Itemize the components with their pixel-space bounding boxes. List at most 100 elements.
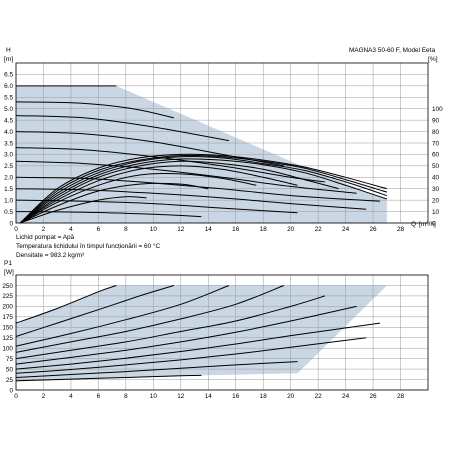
y2-tick-label: 0 bbox=[432, 220, 436, 227]
operating-area bbox=[16, 285, 387, 382]
y-tick-label: 1.5 bbox=[4, 186, 13, 193]
head-curve-9 bbox=[15, 199, 298, 214]
y-tick-label: 3.0 bbox=[4, 152, 13, 159]
power-curve-8 bbox=[15, 337, 367, 374]
efficiency-curve-3 bbox=[19, 155, 387, 224]
y2-axis-unit: [%] bbox=[428, 56, 438, 63]
efficiency-curve-7 bbox=[19, 172, 257, 224]
x-tick-label: 20 bbox=[287, 393, 295, 400]
y2-tick-label: 50 bbox=[432, 163, 440, 170]
power-curve-1 bbox=[15, 285, 117, 324]
y-tick-label: 250 bbox=[2, 283, 13, 290]
x-tick-label: 22 bbox=[315, 393, 323, 400]
x-tick-label: 6 bbox=[97, 393, 101, 400]
y2-tick-label: 80 bbox=[432, 129, 440, 136]
y2-tick-label: 40 bbox=[432, 175, 440, 182]
y2-axis-label: eta bbox=[426, 47, 435, 54]
x-tick-label: 26 bbox=[370, 393, 378, 400]
x-tick-label: 4 bbox=[69, 226, 73, 233]
power-curve-6 bbox=[15, 305, 357, 365]
y-tick-label: 0.5 bbox=[4, 209, 13, 216]
head-curve-2 bbox=[15, 101, 175, 119]
y-tick-label: 4.0 bbox=[4, 129, 13, 136]
x-tick-label: 28 bbox=[397, 226, 405, 233]
power-axis-label: P1 bbox=[4, 260, 12, 267]
x-tick-label: 6 bbox=[97, 226, 101, 233]
y-tick-label: 2.0 bbox=[4, 175, 13, 182]
x-tick-label: 12 bbox=[177, 226, 185, 233]
y-tick-label: 0 bbox=[9, 220, 13, 227]
x-tick-label: 10 bbox=[150, 393, 158, 400]
power-curve-5 bbox=[15, 295, 326, 360]
y-tick-label: 200 bbox=[2, 304, 13, 311]
annotation-temperature: Temperatura lichidului în timpul funcțio… bbox=[16, 242, 160, 250]
x-axis-unit: [m³/h] bbox=[419, 221, 436, 228]
x-tick-label: 0 bbox=[14, 226, 18, 233]
plot-frame bbox=[15, 62, 429, 224]
x-tick-label: 4 bbox=[69, 393, 73, 400]
y-tick-label: 1.0 bbox=[4, 197, 13, 204]
plot-frame bbox=[15, 274, 429, 391]
y2-tick-label: 100 bbox=[432, 106, 443, 113]
power-curve-7 bbox=[15, 322, 380, 370]
annotation-fluid: Lichid pompat = Apă bbox=[16, 234, 75, 241]
efficiency-curve-5 bbox=[19, 160, 339, 224]
y2-tick-label: 10 bbox=[432, 209, 440, 216]
head-efficiency-panel: H [m] eta [%] MAGNA3 50-60 F, Model E Q … bbox=[4, 47, 443, 233]
head-curve-5 bbox=[15, 147, 326, 183]
x-tick-label: 2 bbox=[42, 393, 46, 400]
efficiency-curve-4 bbox=[19, 158, 387, 224]
y-tick-label: 6.0 bbox=[4, 83, 13, 90]
power-curve-2 bbox=[15, 285, 175, 337]
y-tick-label: 150 bbox=[2, 325, 13, 332]
y2-tick-label: 30 bbox=[432, 186, 440, 193]
fluid-annotations: Lichid pompat = Apă Temperatura lichidul… bbox=[16, 234, 160, 259]
x-tick-label: 10 bbox=[150, 226, 158, 233]
x-tick-label: 22 bbox=[315, 226, 323, 233]
power-curve-4 bbox=[15, 285, 284, 353]
y-axis-unit: [m] bbox=[4, 56, 13, 63]
x-tick-label: 16 bbox=[232, 226, 240, 233]
head-curve-3 bbox=[15, 115, 229, 142]
y-tick-label: 175 bbox=[2, 314, 13, 321]
chart-title: MAGNA3 50-60 F, Model E bbox=[349, 47, 426, 54]
power-axis-unit: [W] bbox=[4, 269, 14, 276]
annotation-density: Densitate = 983.2 kg/m³ bbox=[16, 252, 84, 259]
y-tick-label: 75 bbox=[6, 356, 14, 363]
x-tick-label: 14 bbox=[205, 226, 213, 233]
y2-tick-label: 70 bbox=[432, 140, 440, 147]
y-tick-label: 5.0 bbox=[4, 106, 13, 113]
efficiency-curve-2 bbox=[19, 154, 387, 224]
y-axis-label: H bbox=[6, 47, 11, 54]
y2-tick-label: 20 bbox=[432, 197, 440, 204]
x-tick-label: 16 bbox=[232, 393, 240, 400]
efficiency-curve-6 bbox=[19, 165, 298, 224]
power-curve-3 bbox=[15, 285, 230, 347]
x-tick-label: 14 bbox=[205, 393, 213, 400]
y-tick-label: 225 bbox=[2, 293, 13, 300]
x-tick-label: 24 bbox=[342, 393, 350, 400]
x-tick-label: 18 bbox=[260, 393, 268, 400]
y-tick-label: 6.5 bbox=[4, 72, 13, 79]
y-tick-label: 50 bbox=[6, 366, 14, 373]
x-tick-label: 26 bbox=[370, 226, 378, 233]
x-tick-label: 0 bbox=[14, 393, 18, 400]
y-tick-label: 125 bbox=[2, 335, 13, 342]
y-tick-label: 100 bbox=[2, 345, 13, 352]
y-tick-label: 25 bbox=[6, 377, 14, 384]
y-tick-label: 4.5 bbox=[4, 117, 13, 124]
y2-tick-label: 90 bbox=[432, 117, 440, 124]
x-tick-label: 24 bbox=[342, 226, 350, 233]
x-tick-label: 8 bbox=[124, 226, 128, 233]
x-tick-label: 8 bbox=[124, 393, 128, 400]
power-curve-9 bbox=[15, 361, 298, 378]
x-tick-label: 20 bbox=[287, 226, 295, 233]
x-tick-label: 28 bbox=[397, 393, 405, 400]
y-tick-label: 3.5 bbox=[4, 140, 13, 147]
x-axis-label: Q bbox=[411, 221, 416, 228]
efficiency-curve-9 bbox=[19, 196, 147, 224]
y2-tick-label: 60 bbox=[432, 152, 440, 159]
y-tick-label: 2.5 bbox=[4, 163, 13, 170]
